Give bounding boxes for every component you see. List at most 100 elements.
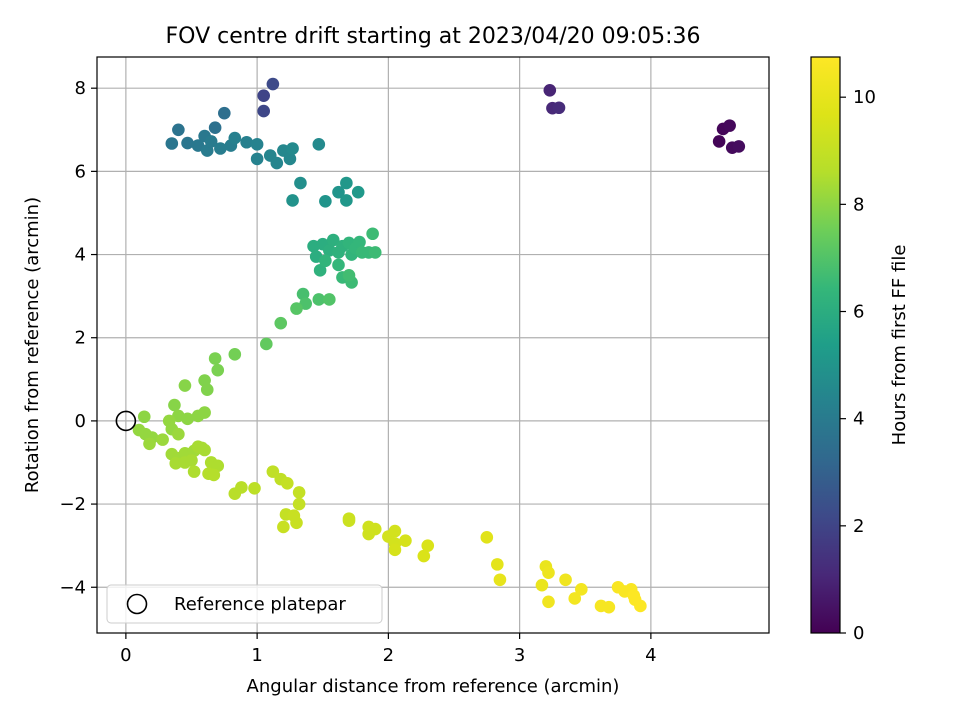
data-point — [181, 136, 194, 150]
data-point — [575, 583, 588, 596]
data-point — [286, 142, 299, 155]
data-point — [340, 176, 353, 190]
colorbar-tick-label: 10 — [853, 87, 876, 108]
y-axis-ticks: −4 −2 0 2 4 6 8 — [59, 78, 97, 598]
x-axis-ticks: 0 1 2 3 4 — [120, 633, 657, 666]
data-point — [332, 185, 345, 199]
data-point — [168, 398, 181, 412]
plot-frame — [96, 56, 770, 634]
data-point — [250, 152, 264, 166]
data-point — [257, 104, 270, 118]
data-point — [240, 135, 253, 149]
data-point — [294, 176, 307, 190]
data-point — [172, 123, 185, 137]
data-point — [368, 246, 382, 259]
colorbar-tick-label: 8 — [853, 194, 864, 215]
data-point — [332, 258, 345, 272]
data-point — [257, 89, 270, 102]
data-point — [535, 578, 549, 592]
data-point — [198, 443, 211, 457]
data-point — [712, 135, 726, 148]
data-point — [723, 119, 736, 132]
data-point — [169, 457, 183, 470]
data-point — [362, 527, 375, 541]
data-point — [200, 383, 214, 397]
data-point — [552, 101, 566, 115]
data-points — [132, 77, 746, 614]
data-point — [172, 427, 185, 441]
x-tick-label: 3 — [514, 645, 525, 666]
y-tick-label: −4 — [59, 577, 86, 598]
legend: Reference platepar — [106, 584, 383, 624]
colorbar-tick-label: 0 — [853, 623, 864, 644]
colorbar-tick-label: 2 — [853, 516, 864, 537]
data-point — [732, 140, 746, 153]
data-point — [228, 348, 242, 361]
data-point — [143, 437, 156, 451]
data-point — [421, 539, 435, 552]
y-axis-label: Rotation from reference (arcmin) — [22, 197, 43, 493]
data-point — [283, 152, 297, 166]
colorbar-tick-label: 6 — [853, 302, 864, 323]
data-point — [559, 573, 572, 587]
data-point — [312, 293, 326, 306]
data-point — [542, 566, 555, 579]
legend-label: Reference platepar — [174, 594, 346, 615]
data-point — [218, 106, 231, 120]
data-point — [266, 465, 280, 478]
data-point — [208, 352, 222, 365]
legend-box — [106, 584, 383, 624]
data-point — [542, 595, 555, 609]
data-point — [274, 316, 288, 330]
data-point — [290, 516, 303, 530]
data-point — [342, 514, 356, 528]
reference-platepar-marker — [115, 410, 137, 432]
data-point — [493, 573, 507, 587]
x-axis-label: Angular distance from reference (arcmin) — [247, 676, 620, 697]
data-point — [353, 235, 366, 249]
data-point — [342, 269, 356, 282]
data-point — [214, 142, 227, 155]
data-point — [568, 592, 582, 605]
data-point — [312, 138, 326, 151]
data-point — [277, 520, 290, 534]
data-point — [388, 524, 402, 538]
y-tick-label: 2 — [75, 328, 86, 349]
data-point — [313, 264, 327, 277]
x-tick-label: 2 — [383, 645, 394, 666]
data-point — [165, 137, 179, 150]
data-point — [211, 363, 225, 377]
data-point — [491, 558, 504, 571]
y-tick-label: 6 — [75, 161, 86, 182]
data-point — [388, 543, 402, 557]
data-point — [156, 433, 169, 446]
colorbar-tick-label: 4 — [853, 409, 864, 430]
data-point — [208, 121, 222, 135]
x-tick-label: 4 — [645, 645, 656, 666]
data-point — [351, 185, 365, 199]
data-point — [207, 468, 221, 482]
data-point — [602, 600, 616, 614]
data-point — [191, 139, 205, 152]
y-tick-label: 0 — [75, 411, 86, 432]
data-point — [319, 254, 332, 268]
x-tick-label: 1 — [251, 645, 262, 666]
data-point — [204, 135, 218, 148]
data-point — [185, 454, 198, 467]
data-point — [250, 138, 264, 151]
data-point — [399, 534, 412, 547]
data-point — [270, 156, 284, 170]
data-point — [181, 412, 194, 426]
data-point — [178, 379, 192, 392]
colorbar-label: Hours from first FF file — [889, 245, 910, 446]
data-point — [296, 287, 310, 301]
data-point — [248, 481, 261, 495]
data-point — [366, 227, 379, 241]
y-tick-label: 4 — [75, 245, 86, 266]
data-point — [319, 195, 332, 208]
data-point — [634, 599, 647, 613]
data-point — [292, 486, 306, 499]
data-point — [480, 531, 494, 544]
data-point — [323, 293, 336, 306]
